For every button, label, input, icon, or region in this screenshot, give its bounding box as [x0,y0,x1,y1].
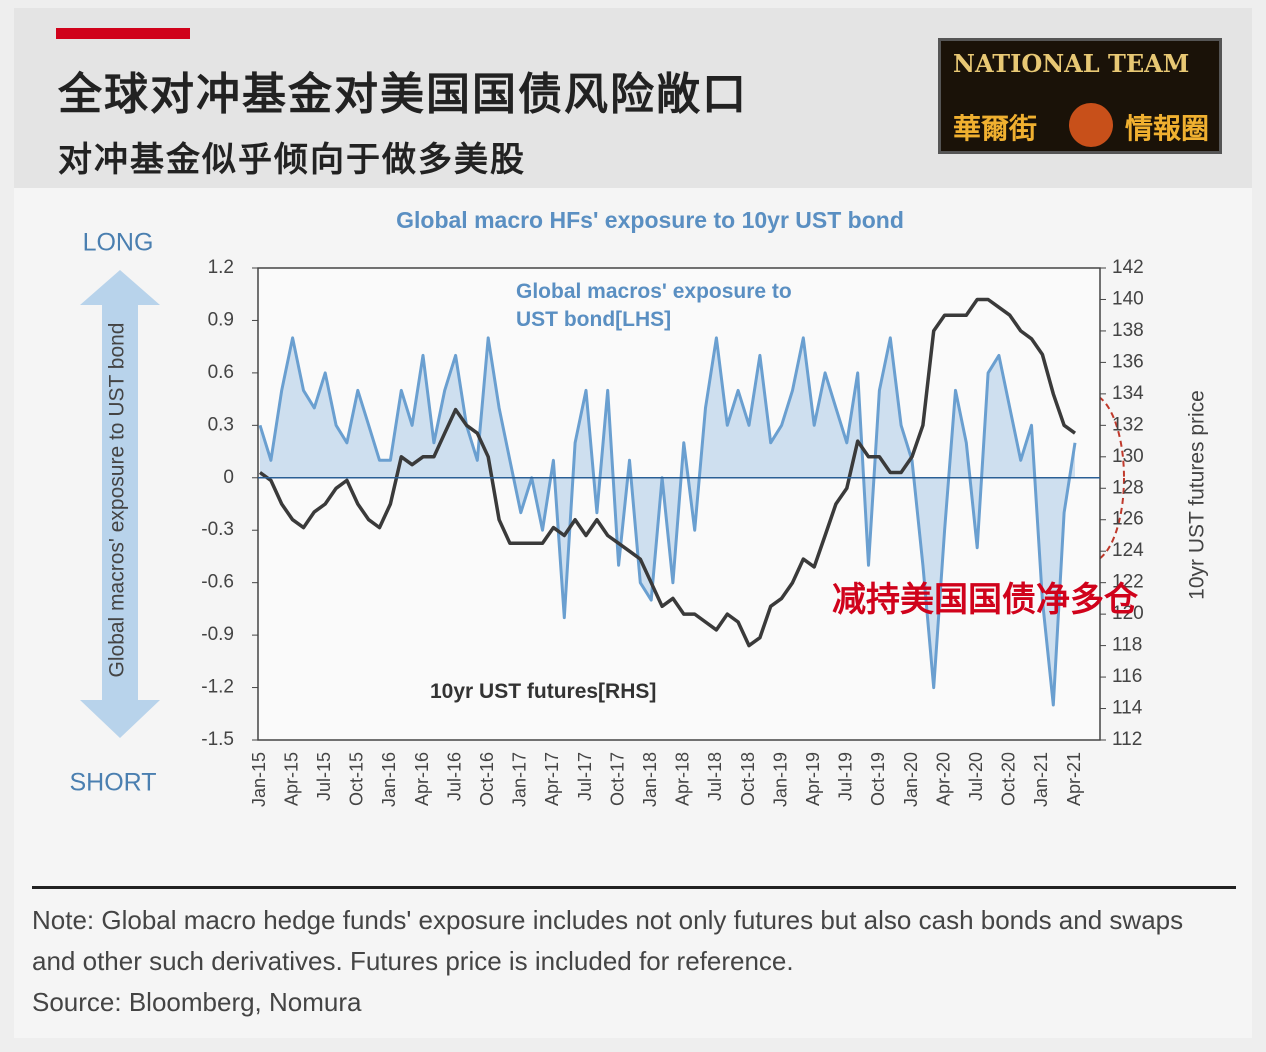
x-tick-label: Oct-19 [868,752,888,806]
y2-tick-label: 124 [1112,540,1144,561]
y2-tick-label: 112 [1112,729,1142,750]
logo-icon [1069,103,1113,147]
accent-bar [56,28,190,39]
x-tick-label: Jul-15 [314,752,334,801]
y2-tick-label: 122 [1112,572,1144,593]
x-tick-label: Jan-21 [1031,752,1051,807]
y2-axis-label: 10yr UST futures price [1186,390,1209,600]
x-tick-label: Jan-15 [249,752,269,807]
y2-tick-label: 128 [1112,477,1144,498]
annotation: SHORT [69,769,156,797]
x-tick-label: Jan-17 [510,752,530,807]
note: Note: Global macro hedge funds' exposure… [32,905,1184,976]
chart-title: Global macro HFs' exposure to 10yr UST b… [396,207,904,233]
y2-tick-label: 126 [1112,509,1144,530]
logo-text: 情報圈 [1125,112,1210,145]
x-tick-label: Oct-17 [607,752,627,806]
x-tick-label: Apr-18 [673,752,693,806]
x-tick-label: Oct-15 [347,752,367,806]
series-annotation: 10yr UST futures[RHS] [430,680,657,703]
y-tick-label: -0.6 [201,572,234,593]
logo-text: 華爾街 [953,112,1038,145]
y2-tick-label: 138 [1112,320,1144,341]
y-axis-label: Global macros' exposure to UST bond [106,323,129,678]
y2-tick-label: 140 [1112,288,1144,309]
x-tick-label: Jan-19 [770,752,790,807]
y2-tick-label: 118 [1112,635,1142,656]
y2-tick-label: 134 [1112,383,1144,404]
x-tick-label: Jan-16 [379,752,399,807]
x-tick-label: Apr-19 [803,752,823,806]
y-tick-label: -0.9 [201,624,234,645]
logo: NATIONAL TEAM 華爾街 情報圈 [938,38,1222,154]
y2-tick-label: 130 [1112,446,1144,467]
y-tick-label: -0.3 [201,519,234,540]
y-tick-label: -1.2 [201,677,234,698]
annotation: LONG [83,229,154,257]
x-tick-label: Jan-20 [901,752,921,807]
direction-arrow [80,270,160,738]
y-tick-label: 1.2 [208,257,234,278]
y-tick-label: -1.5 [201,729,234,750]
x-tick-label: Apr-15 [281,752,301,806]
x-tick-label: Jul-17 [575,752,595,801]
page-subtitle: 对冲基金似乎倾向于做多美股 [58,140,526,180]
x-tick-label: Jul-18 [705,752,725,801]
y-tick-label: 0.6 [208,362,234,383]
y-tick-label: 0.3 [208,414,234,435]
y2-tick-label: 114 [1112,698,1143,719]
source: Source: Bloomberg, Nomura [32,987,362,1017]
x-tick-label: Apr-17 [542,752,562,806]
series-annotation: Global macros' exposure to UST bond[LHS] [516,280,792,331]
x-tick-label: Apr-21 [1064,752,1084,806]
x-tick-label: Apr-20 [933,752,953,806]
x-tick-label: Jul-19 [836,752,856,801]
page-title: 全球对冲基金对美国国债风险敞口 [58,69,748,120]
series-line [258,297,1077,648]
y2-tick-label: 136 [1112,351,1144,372]
y2-tick-label: 116 [1112,666,1142,687]
y2-tick-label: 142 [1112,257,1144,278]
y2-tick-label: 120 [1112,603,1144,624]
x-tick-label: Jan-18 [640,752,660,807]
annotation: 减持美国国债净多仓 [832,580,1139,620]
x-tick-label: Oct-20 [999,752,1019,806]
logo-text: NATIONAL TEAM [953,49,1190,78]
series-line [258,336,1077,707]
y2-tick-label: 132 [1112,414,1144,435]
x-tick-label: Apr-16 [412,752,432,806]
divider [32,886,1236,889]
x-tick-label: Jul-16 [444,752,464,801]
y-tick-label: 0.9 [208,309,234,330]
x-tick-label: Oct-18 [738,752,758,806]
x-tick-label: Oct-16 [477,752,497,806]
y-tick-label: 0 [223,467,234,488]
x-tick-label: Jul-20 [966,752,986,801]
